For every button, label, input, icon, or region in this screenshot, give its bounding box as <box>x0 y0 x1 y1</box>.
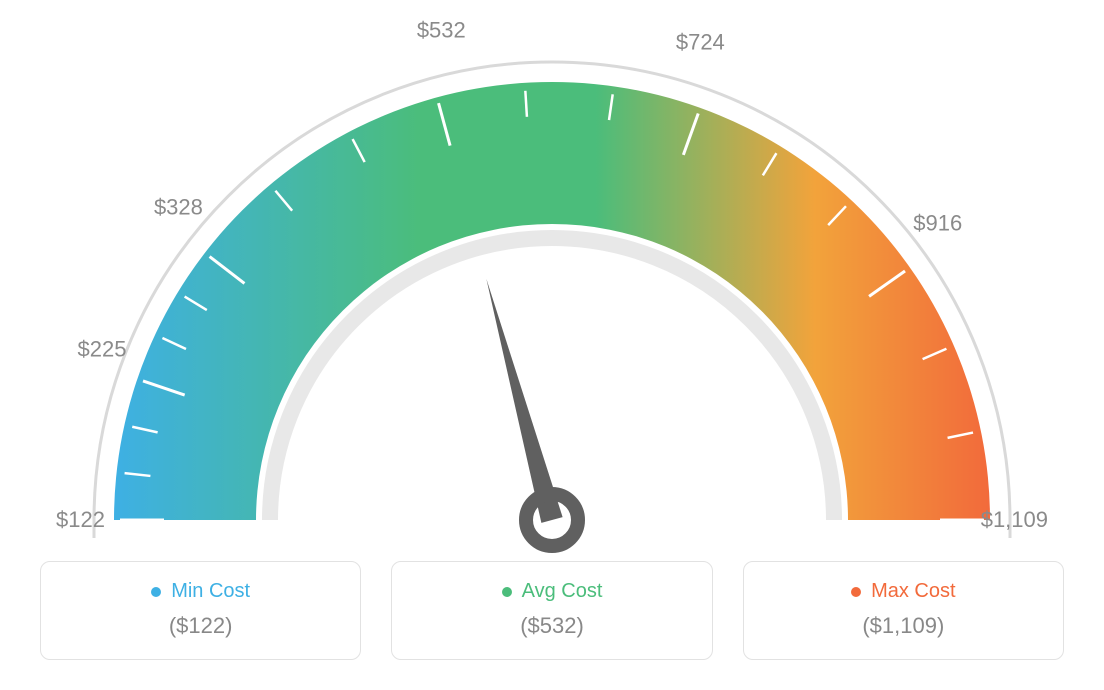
avg-cost-label: Avg Cost <box>522 580 603 603</box>
gauge-svg <box>0 0 1104 560</box>
avg-cost-card: Avg Cost ($532) <box>391 561 712 660</box>
max-cost-card: Max Cost ($1,109) <box>743 561 1064 660</box>
legend-row: Min Cost ($122) Avg Cost ($532) Max Cost… <box>40 561 1064 660</box>
dot-icon <box>151 587 161 597</box>
avg-cost-value: ($532) <box>402 613 701 639</box>
max-cost-value: ($1,109) <box>754 613 1053 639</box>
min-cost-title: Min Cost <box>151 580 250 603</box>
dot-icon <box>851 587 861 597</box>
dot-icon <box>502 587 512 597</box>
min-cost-value: ($122) <box>51 613 350 639</box>
gauge-tick-label: $225 <box>78 337 127 363</box>
gauge-tick-label: $1,109 <box>981 507 1048 533</box>
cost-gauge: $122 $225 $328 $532 $724 $916 $1,109 <box>0 0 1104 560</box>
gauge-tick-label: $532 <box>417 18 466 44</box>
gauge-tick-label: $328 <box>154 194 203 220</box>
gauge-tick-label: $916 <box>913 211 962 237</box>
avg-cost-title: Avg Cost <box>502 580 603 603</box>
max-cost-title: Max Cost <box>851 580 955 603</box>
gauge-tick-label: $122 <box>56 507 105 533</box>
min-cost-label: Min Cost <box>171 580 250 603</box>
min-cost-card: Min Cost ($122) <box>40 561 361 660</box>
max-cost-label: Max Cost <box>871 580 955 603</box>
gauge-tick-label: $724 <box>676 30 725 56</box>
